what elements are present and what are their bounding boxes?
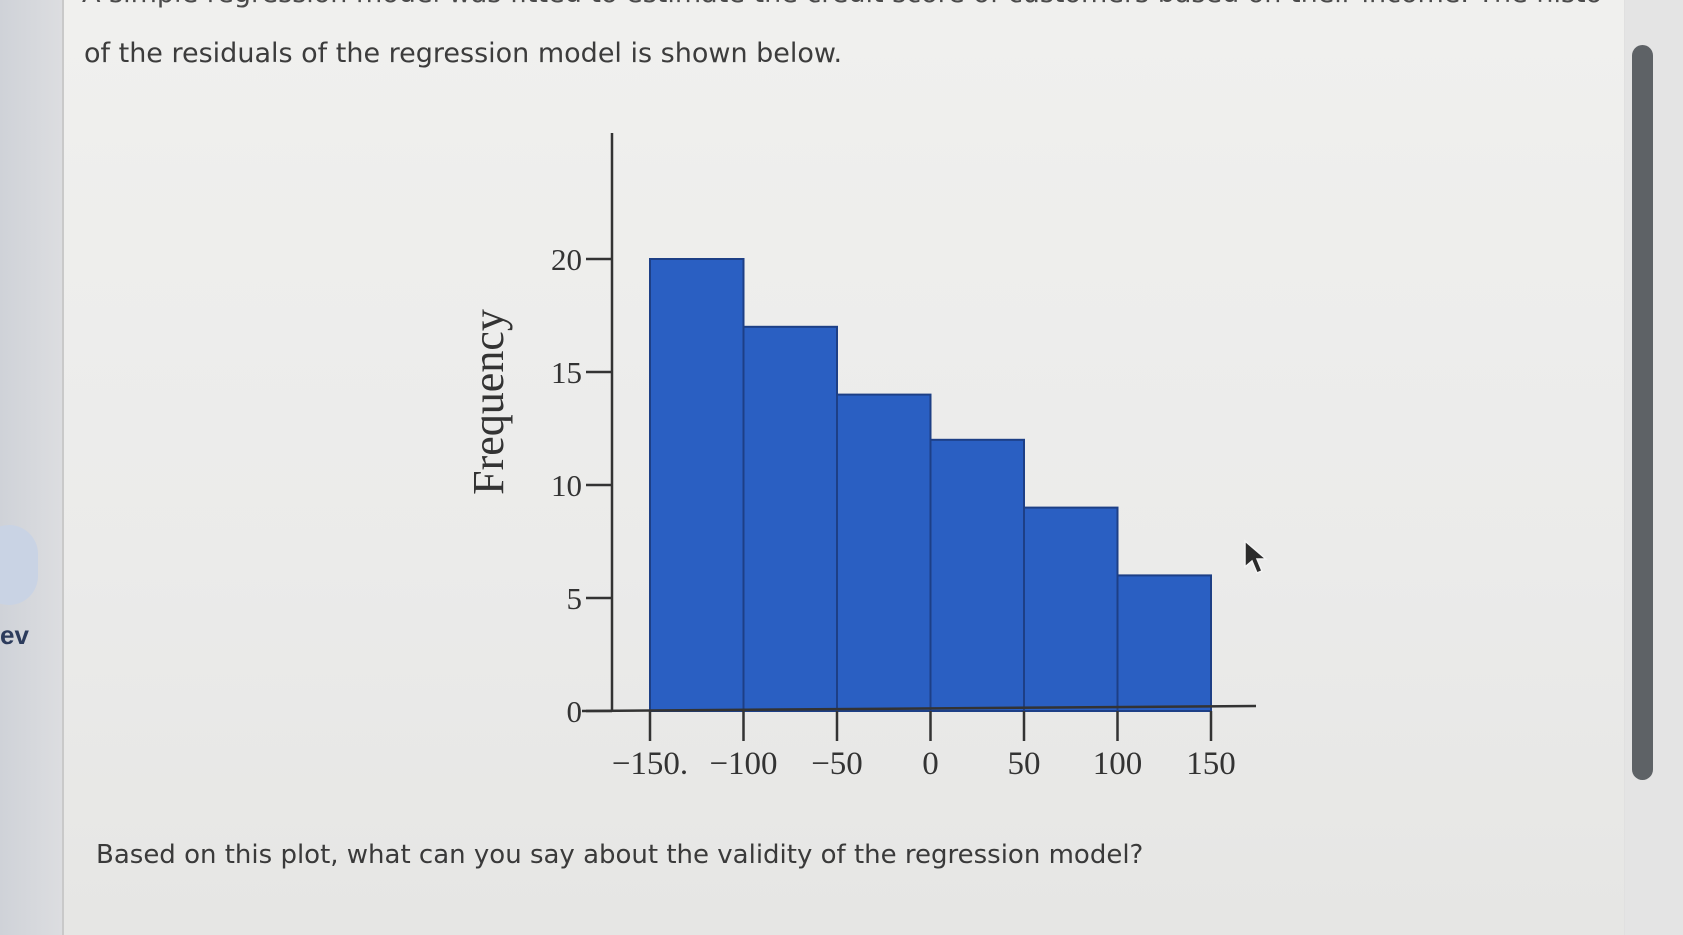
question-intro-line-1: A simple regression model was fitted to … xyxy=(82,0,1602,9)
x-tick-label: −100 xyxy=(709,746,777,782)
left-panel: ev xyxy=(0,0,64,935)
left-panel-label: ev xyxy=(0,620,29,650)
x-tick-label: 50 xyxy=(1008,746,1041,782)
question-intro-line-2: of the residuals of the regression model… xyxy=(84,38,843,69)
histogram-bar xyxy=(1116,574,1212,713)
mouse-pointer-icon xyxy=(1244,539,1269,574)
y-tick-label: 15 xyxy=(551,355,582,390)
histogram-bar xyxy=(742,325,838,712)
histogram-bar xyxy=(836,393,932,712)
histogram-bar xyxy=(649,258,745,712)
x-tick-label: −50 xyxy=(811,746,863,782)
histogram-bar xyxy=(929,438,1025,712)
x-tick-label: 150 xyxy=(1186,746,1236,782)
x-tick-label: 100 xyxy=(1093,746,1143,782)
y-axis-label: Frequency xyxy=(464,309,513,495)
y-tick-label: 20 xyxy=(551,242,582,277)
left-panel-avatar[interactable] xyxy=(0,525,38,605)
x-axis-line xyxy=(581,704,1257,713)
histogram-bar xyxy=(1023,506,1119,712)
scrollbar-thumb[interactable] xyxy=(1632,45,1653,780)
x-tick-label: −150. xyxy=(612,746,688,782)
question-prompt: Based on this plot, what can you say abo… xyxy=(96,840,1144,870)
y-tick-label: 10 xyxy=(551,468,582,503)
y-tick-label: 5 xyxy=(567,581,583,616)
x-tick-label: 0 xyxy=(922,746,939,782)
y-tick-label: 0 xyxy=(567,694,583,729)
